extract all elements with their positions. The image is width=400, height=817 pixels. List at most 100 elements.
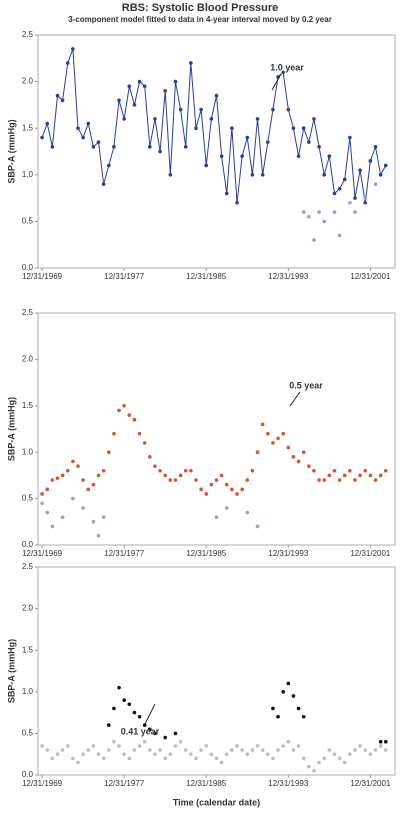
data-point — [337, 478, 342, 482]
data-point — [132, 417, 137, 422]
data-point — [137, 714, 142, 719]
data-point — [204, 744, 209, 748]
data-point — [383, 468, 388, 473]
data-point — [122, 117, 126, 121]
data-point — [291, 126, 296, 130]
data-point — [194, 756, 198, 761]
data-point — [286, 445, 291, 450]
data-point — [250, 173, 255, 177]
data-point — [250, 468, 255, 473]
annotation-arrow — [144, 703, 156, 725]
data-point — [358, 473, 362, 478]
data-point — [322, 219, 327, 224]
data-point — [91, 482, 96, 487]
data-point — [183, 145, 188, 149]
data-point — [50, 756, 55, 761]
data-point — [250, 748, 255, 752]
data-point — [235, 744, 239, 748]
data-point — [255, 744, 260, 748]
x-tick-label: 12/31/1993 — [268, 779, 309, 788]
data-point — [142, 739, 147, 744]
x-tick-label: 12/31/1977 — [104, 779, 145, 788]
data-point — [312, 468, 316, 473]
data-point — [137, 744, 142, 748]
data-point — [127, 413, 132, 417]
data-point — [209, 752, 214, 756]
data-point — [358, 744, 362, 748]
data-point — [101, 756, 106, 761]
y-tick-label: 1.5 — [22, 645, 34, 654]
data-point — [230, 748, 234, 752]
y-tick-label: 2.5 — [22, 30, 34, 39]
data-point — [209, 117, 214, 121]
y-tick-label: 2.0 — [22, 77, 34, 86]
data-point — [199, 748, 203, 752]
data-point — [76, 760, 80, 765]
data-point — [219, 154, 224, 158]
data-point — [163, 89, 168, 93]
data-point — [281, 744, 285, 748]
data-point — [307, 464, 311, 468]
y-tick-label: 2.0 — [22, 604, 34, 613]
annotation-arrow — [289, 391, 301, 407]
x-tick-label: 12/31/2001 — [350, 272, 391, 281]
x-tick-label: 12/31/2001 — [350, 549, 391, 558]
data-point — [40, 744, 44, 748]
data-point — [373, 182, 378, 186]
y-tick-label: 0.0 — [22, 263, 34, 272]
chart-title: RBS: Systolic Blood Pressure — [122, 2, 279, 14]
data-point — [158, 149, 162, 154]
data-point — [137, 79, 142, 84]
data-point — [368, 473, 373, 478]
data-point — [45, 748, 50, 752]
data-point — [101, 182, 106, 186]
data-point — [96, 752, 101, 756]
data-point — [383, 739, 388, 744]
data-point — [353, 210, 357, 214]
data-point — [81, 135, 85, 140]
data-point — [71, 756, 75, 761]
data-point — [148, 145, 152, 149]
data-point — [353, 748, 357, 752]
data-point — [112, 706, 116, 711]
data-point — [348, 752, 352, 756]
data-point — [81, 752, 85, 756]
data-point — [86, 487, 91, 492]
data-point — [40, 492, 44, 496]
data-point — [163, 756, 168, 761]
data-point — [194, 126, 198, 130]
data-point — [199, 487, 203, 492]
y-tick-label: 2.5 — [22, 562, 34, 571]
data-point — [168, 752, 173, 756]
y-axis-label: SBP-A (mmHg) — [6, 119, 16, 183]
y-tick-label: 1.0 — [22, 447, 34, 456]
data-point — [337, 756, 342, 761]
data-point — [132, 710, 137, 715]
data-point — [153, 464, 157, 468]
data-point — [117, 408, 121, 413]
data-point — [86, 748, 91, 752]
data-point — [271, 107, 275, 112]
data-point — [332, 468, 337, 473]
data-point — [204, 492, 209, 496]
data-point — [55, 476, 60, 480]
data-point — [142, 441, 147, 445]
data-point — [322, 173, 327, 177]
data-point — [168, 173, 173, 177]
data-point — [348, 200, 352, 205]
data-point — [65, 61, 70, 65]
data-point — [240, 154, 244, 158]
data-point — [255, 450, 260, 455]
plot-frame — [37, 34, 396, 269]
data-point — [50, 145, 55, 149]
data-point — [348, 468, 352, 473]
data-point — [178, 107, 183, 112]
data-point — [168, 478, 173, 482]
data-point — [348, 135, 352, 140]
data-point — [91, 145, 96, 149]
data-point — [312, 117, 316, 121]
data-point — [307, 764, 311, 769]
y-tick-label: 0.5 — [22, 217, 34, 226]
data-point — [301, 756, 306, 761]
